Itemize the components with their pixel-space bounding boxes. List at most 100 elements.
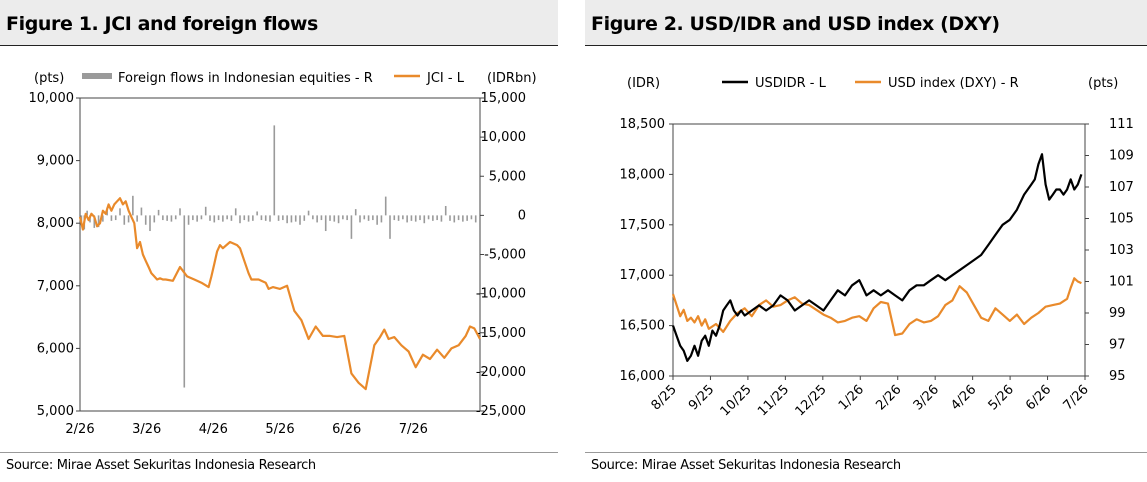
flows-bar [402, 215, 404, 220]
right-axis-tick-label: 101 [1109, 275, 1134, 290]
figure1-plot-frame [79, 97, 481, 412]
flows-bar [247, 215, 250, 222]
right-axis-tick-label: 111 [1109, 117, 1134, 132]
flows-bar [316, 215, 318, 223]
flows-bar [136, 215, 138, 222]
flows-bar [423, 215, 426, 224]
flows-bar [393, 215, 396, 221]
dxy-line [671, 277, 1082, 337]
flows-bar [183, 215, 186, 388]
flows-bar [256, 211, 258, 216]
flows-bar [436, 215, 438, 221]
flows-bar [474, 215, 477, 223]
left-axis-tick-label: 17,500 [620, 218, 666, 233]
flows-bar [286, 215, 288, 224]
flows-bar [294, 215, 297, 222]
flows-bar [102, 215, 104, 222]
right-axis-tick-label: -20,000 [476, 365, 526, 380]
x-axis-tick-label: 4/26 [199, 422, 228, 437]
flows-bar [342, 215, 344, 220]
x-axis-tick-label: 1/26 [836, 382, 867, 413]
flows-bar [299, 215, 301, 225]
figure1-title-bar: Figure 1. JCI and foreign flows [0, 0, 558, 46]
left-axis-unit: (pts) [34, 71, 64, 86]
flows-bar [410, 215, 413, 221]
flows-bar [470, 215, 473, 220]
flows-bar [239, 215, 241, 224]
figure2-plot-frame [672, 123, 1086, 377]
x-axis-tick-label: 9/25 [686, 382, 717, 413]
flows-bar [166, 215, 168, 221]
flows-bar [97, 215, 100, 228]
x-axis-tick-label: 8/25 [649, 382, 680, 413]
flows-bar [149, 215, 151, 232]
flows-bar [303, 215, 306, 221]
right-axis-tick-label: 109 [1109, 149, 1134, 164]
flows-bar [93, 215, 96, 228]
flows-bar [170, 215, 173, 222]
left-axis-tick-label: 9,000 [37, 154, 74, 169]
flows-bar [157, 209, 160, 216]
flows-bar [114, 215, 117, 221]
flows-bar [449, 215, 451, 221]
right-axis-tick-label: -15,000 [476, 326, 526, 341]
flows-bar [123, 215, 126, 225]
left-axis-tick-label: 7,000 [37, 279, 74, 294]
legend-label-dxy: USD index (DXY) - R [888, 76, 1019, 91]
x-axis-tick-label: 11/25 [755, 382, 792, 419]
flows-bar [432, 215, 434, 221]
figure2-chart: 18,500 18,000 17,500 17,000 16,500 16,000 111 1… [620, 76, 1134, 419]
x-axis-tick-label: 4/26 [948, 382, 979, 413]
left-axis-tick-label: 18,000 [620, 167, 666, 182]
flows-bar [337, 215, 340, 224]
right-axis-tick-label: 99 [1109, 306, 1126, 321]
right-axis-unit: (pts) [1088, 76, 1118, 91]
figure2-title: Figure 2. USD/IDR and USD index (DXY) [591, 13, 1000, 35]
usdidr-line [671, 153, 1083, 362]
right-axis-unit: (IDRbn) [487, 71, 537, 86]
right-axis-tick-label: 0 [518, 208, 526, 223]
flows-bar [132, 195, 134, 216]
flows-bar [269, 215, 271, 222]
flows-bar [329, 215, 331, 221]
flows-bar [444, 205, 447, 216]
flows-bar [282, 215, 284, 221]
flows-bar [162, 215, 164, 221]
flows-bar [187, 215, 190, 225]
flows-bar [110, 215, 113, 221]
flows-bar [204, 206, 207, 216]
flows-bar [359, 215, 361, 223]
left-axis-tick-label: 8,000 [37, 216, 74, 231]
flows-bar [127, 215, 130, 223]
x-axis-tick-label: 3/26 [911, 382, 942, 413]
flows-bar [174, 215, 177, 220]
figure1-source: Source: Mirae Asset Sekuritas Indonesia … [6, 458, 316, 473]
flows-bar [153, 215, 156, 223]
legend-label-usdidr: USDIDR - L [755, 76, 827, 91]
flows-bar [350, 215, 353, 239]
flows-bar [376, 215, 378, 225]
right-axis-tick-label: 97 [1109, 338, 1126, 353]
flows-bar [320, 215, 323, 221]
figure2-source: Source: Mirae Asset Sekuritas Indonesia … [591, 458, 901, 473]
flows-bar [367, 215, 370, 221]
x-axis-tick-label: 6/26 [332, 422, 361, 437]
right-axis-tick-label: 10,000 [481, 130, 527, 145]
left-axis-tick-label: 18,500 [620, 117, 666, 132]
flows-bar [397, 215, 400, 221]
flows-bar [414, 215, 417, 222]
x-axis-tick-label: 2/26 [873, 382, 904, 413]
x-axis-tick-label: 3/26 [132, 422, 161, 437]
x-axis-tick-label: 7/26 [399, 422, 428, 437]
right-axis-tick-label: -5,000 [484, 248, 526, 263]
flows-bar [213, 215, 216, 223]
flows-bar [363, 215, 366, 220]
flows-bar [273, 125, 276, 216]
flows-bar [243, 215, 246, 221]
legend-label-flows: Foreign flows in Indonesian equities - R [118, 71, 373, 86]
flows-bar [346, 215, 348, 221]
flows-bar [389, 215, 391, 239]
flows-bar [372, 215, 374, 221]
left-axis-tick-label: 6,000 [37, 341, 74, 356]
flows-bar [277, 215, 280, 221]
